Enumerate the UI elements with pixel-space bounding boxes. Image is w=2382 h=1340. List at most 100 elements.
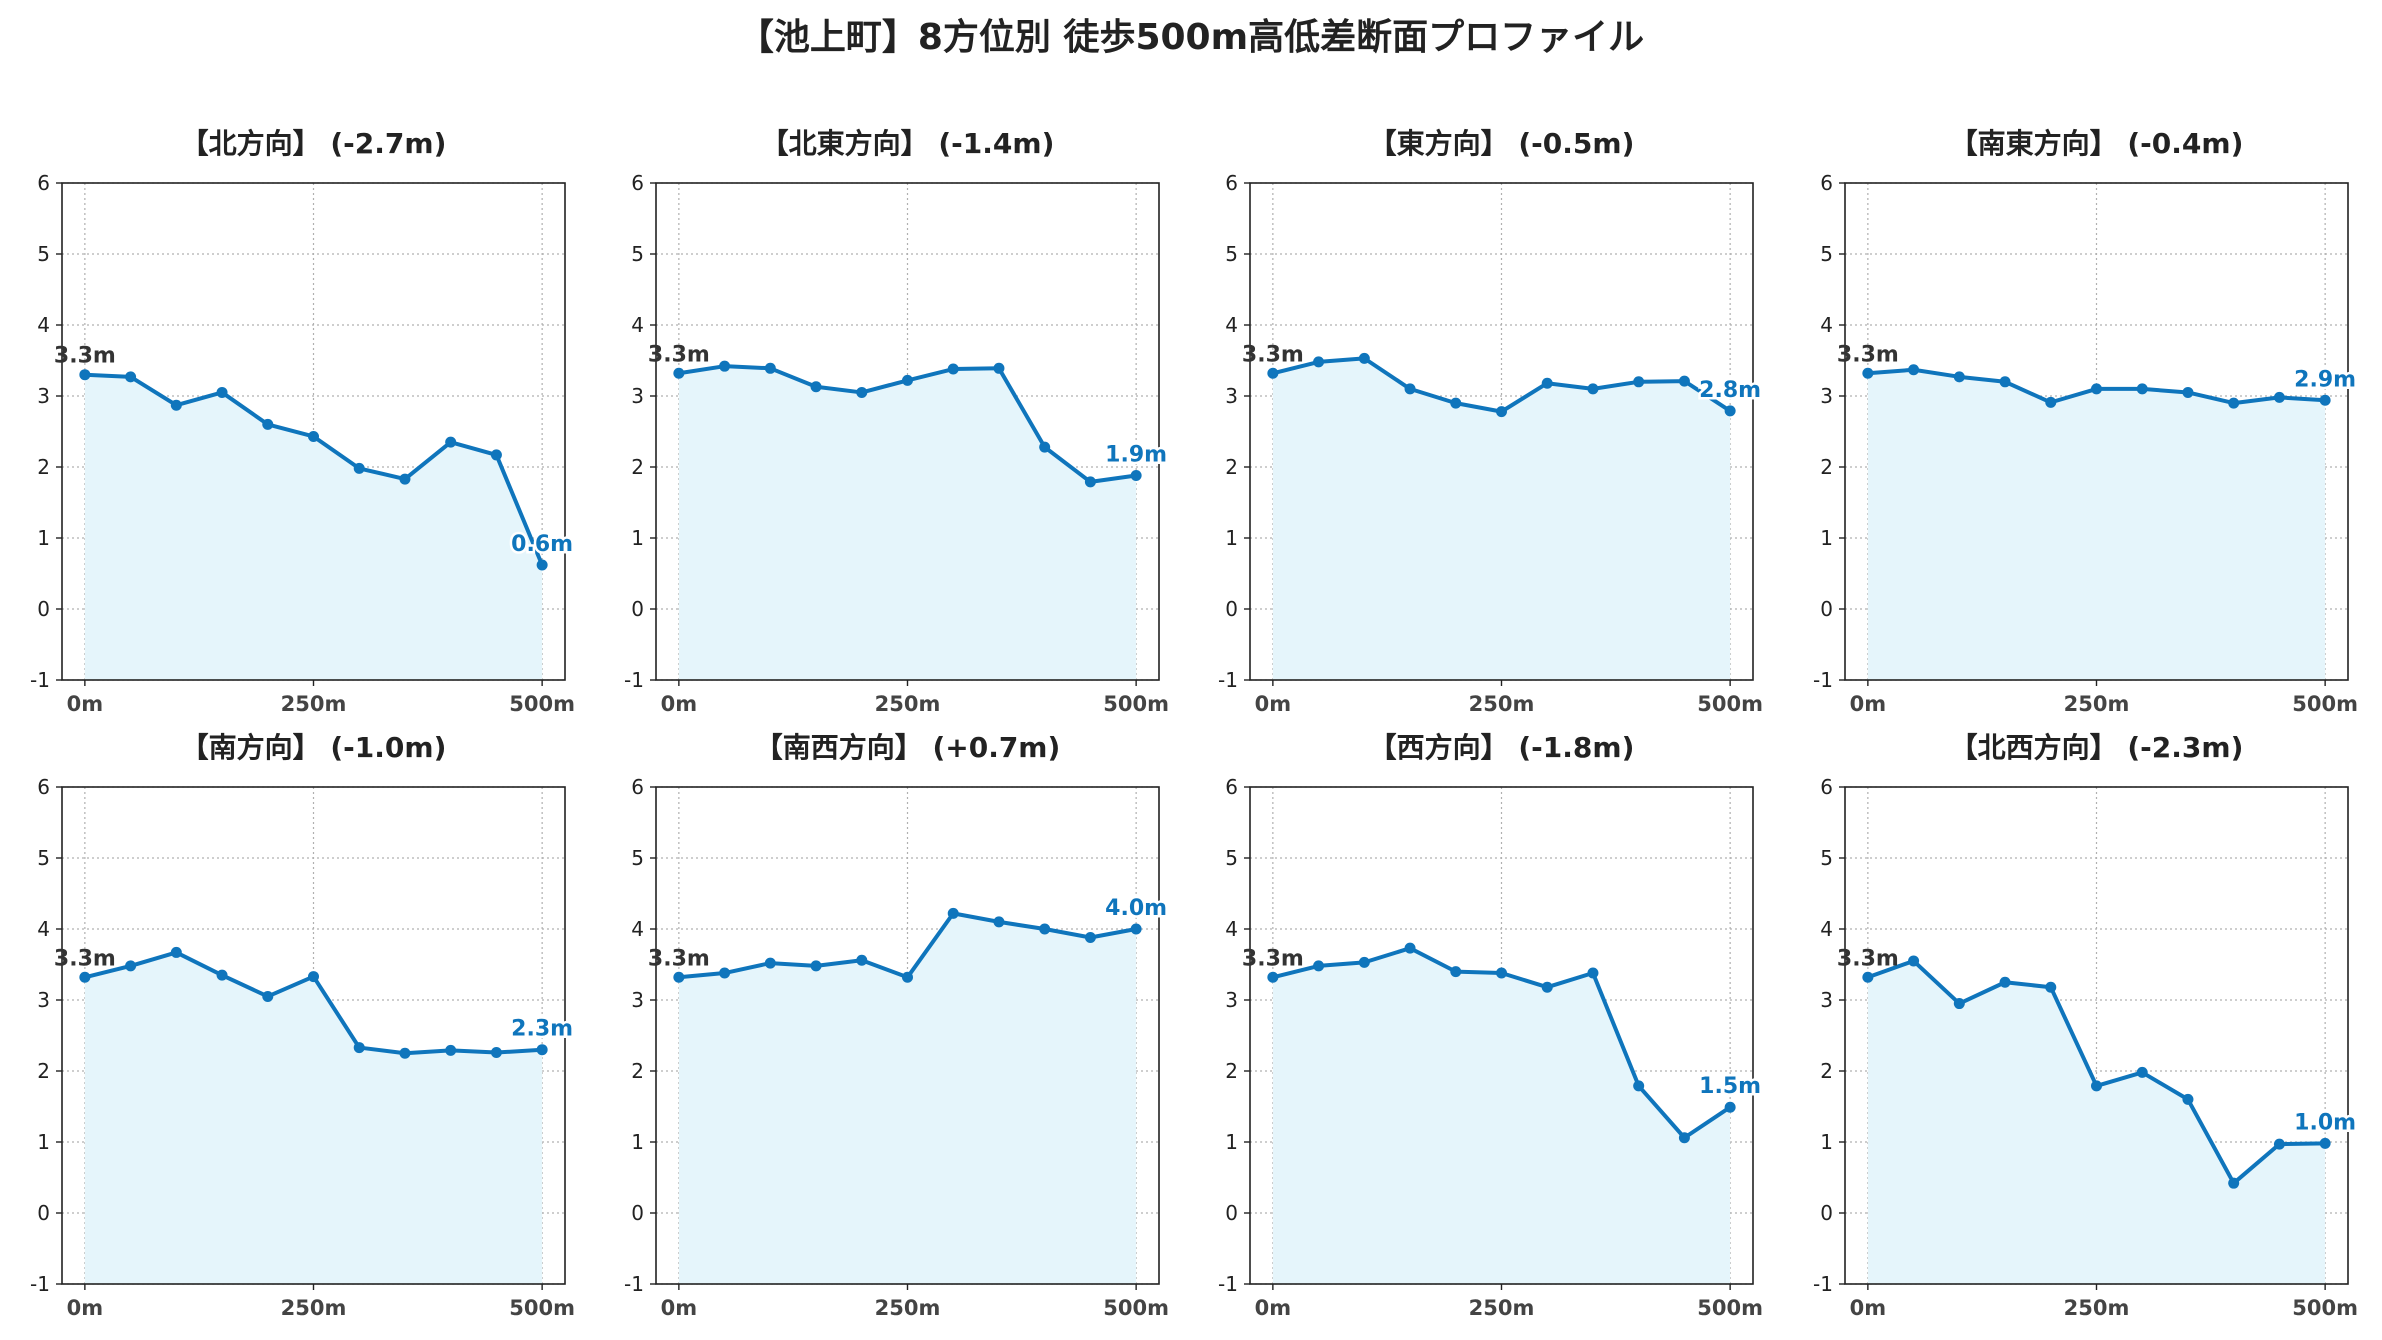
- end-value-label: 2.8m: [1699, 378, 1761, 403]
- y-tick-label: 6: [631, 171, 644, 195]
- panel-3: 【南東方向】 (-0.4m) -1 0 1 2 3 4 5 6 0m 250m 500m 3.3m 2.9…: [1813, 127, 2359, 716]
- x-tick-label: 500m: [509, 1296, 575, 1320]
- data-point: [1862, 367, 1874, 379]
- x-tick-label: 250m: [2064, 1296, 2130, 1320]
- data-point: [1450, 966, 1462, 978]
- y-tick-label: 4: [631, 917, 644, 941]
- data-point: [719, 967, 731, 979]
- y-tick-label: 4: [1225, 917, 1238, 941]
- data-point: [2273, 391, 2285, 403]
- data-point: [1908, 364, 1920, 376]
- y-tick-label: 3: [1820, 384, 1833, 408]
- data-point: [2182, 1093, 2194, 1105]
- y-tick-label: 4: [37, 917, 50, 941]
- data-point: [536, 1044, 548, 1056]
- data-point: [399, 473, 411, 485]
- data-point: [445, 1044, 457, 1056]
- panel-title: 【北東方向】 (-1.4m): [761, 127, 1055, 160]
- data-point: [308, 430, 319, 442]
- data-point: [353, 1042, 365, 1054]
- data-point: [79, 369, 91, 381]
- data-point: [856, 954, 868, 966]
- data-point: [1496, 406, 1507, 418]
- y-tick-label: 0: [37, 597, 50, 621]
- data-point: [2091, 383, 2102, 395]
- y-tick-label: 0: [631, 597, 644, 621]
- data-point: [2273, 1138, 2285, 1150]
- data-point: [490, 449, 502, 461]
- data-point: [125, 371, 137, 383]
- y-tick-label: 3: [37, 988, 50, 1012]
- elevation-area: [678, 366, 1137, 680]
- data-point: [125, 960, 137, 972]
- x-tick-label: 500m: [2292, 692, 2358, 716]
- start-value-label: 3.3m: [1837, 342, 1899, 367]
- data-point: [810, 960, 822, 972]
- panel-title: 【南東方向】 (-0.4m): [1950, 127, 2244, 160]
- x-tick-label: 250m: [2064, 692, 2130, 716]
- y-tick-label: 5: [1225, 846, 1238, 870]
- data-point: [2136, 383, 2148, 395]
- data-point: [262, 418, 274, 430]
- data-point: [308, 971, 319, 983]
- data-point: [2136, 1066, 2148, 1078]
- data-point: [719, 360, 731, 372]
- x-tick-label: 250m: [281, 692, 347, 716]
- y-tick-label: 1: [1820, 1130, 1833, 1154]
- x-tick-label: 0m: [1255, 692, 1292, 716]
- panel-6: 【西方向】 (-1.8m) -1 0 1 2 3 4 5 6 0m 250m 500m 3.3m 1.5m: [1218, 731, 1764, 1320]
- data-point: [2045, 396, 2057, 408]
- start-value-label: 3.3m: [648, 946, 710, 971]
- y-tick-label: 6: [1820, 171, 1833, 195]
- y-tick-label: 1: [37, 1130, 50, 1154]
- data-point: [764, 362, 776, 374]
- end-value-label: 0.6m: [511, 532, 573, 557]
- data-point: [353, 462, 365, 474]
- panel-title: 【北方向】 (-2.7m): [181, 127, 447, 160]
- data-point: [262, 990, 274, 1002]
- x-tick-label: 0m: [1850, 692, 1887, 716]
- y-tick-label: 5: [1225, 242, 1238, 266]
- start-value-label: 3.3m: [54, 344, 116, 369]
- y-tick-label: -1: [624, 668, 644, 692]
- y-tick-label: 3: [1820, 988, 1833, 1012]
- y-tick-label: 6: [1225, 171, 1238, 195]
- end-value-label: 2.3m: [511, 1017, 573, 1042]
- end-value-label: 2.9m: [2294, 367, 2356, 392]
- y-tick-label: 2: [631, 1059, 644, 1083]
- elevation-area: [84, 374, 543, 680]
- y-tick-label: -1: [1218, 668, 1238, 692]
- y-tick-label: 3: [631, 384, 644, 408]
- y-tick-label: 5: [631, 846, 644, 870]
- data-point: [1724, 1101, 1736, 1113]
- start-value-label: 3.3m: [54, 946, 116, 971]
- data-point: [490, 1047, 502, 1059]
- x-tick-label: 0m: [67, 1296, 104, 1320]
- data-point: [170, 946, 182, 958]
- data-point: [1999, 376, 2011, 388]
- y-tick-label: 2: [37, 455, 50, 479]
- y-tick-label: 3: [1225, 988, 1238, 1012]
- y-tick-label: 3: [1225, 384, 1238, 408]
- data-point: [1953, 371, 1965, 383]
- y-tick-label: 0: [1820, 597, 1833, 621]
- end-value-label: 1.9m: [1105, 443, 1167, 468]
- panel-title: 【南西方向】 (+0.7m): [755, 731, 1061, 764]
- elevation-area: [1272, 358, 1731, 680]
- data-point: [1267, 971, 1279, 983]
- y-tick-label: 6: [631, 775, 644, 799]
- start-value-label: 3.3m: [1242, 342, 1304, 367]
- data-point: [1541, 377, 1553, 389]
- x-tick-label: 250m: [875, 1296, 941, 1320]
- y-tick-label: 1: [631, 1130, 644, 1154]
- data-point: [1953, 998, 1965, 1010]
- start-value-label: 3.3m: [1242, 946, 1304, 971]
- y-tick-label: 0: [1225, 1201, 1238, 1225]
- panel-2: 【東方向】 (-0.5m) -1 0 1 2 3 4 5 6 0m 250m 500m 3.3m 2.8m: [1218, 127, 1764, 716]
- data-point: [79, 971, 91, 983]
- x-tick-label: 0m: [661, 1296, 698, 1320]
- y-tick-label: 4: [1820, 917, 1833, 941]
- start-value-label: 3.3m: [1837, 946, 1899, 971]
- data-point: [2182, 386, 2194, 398]
